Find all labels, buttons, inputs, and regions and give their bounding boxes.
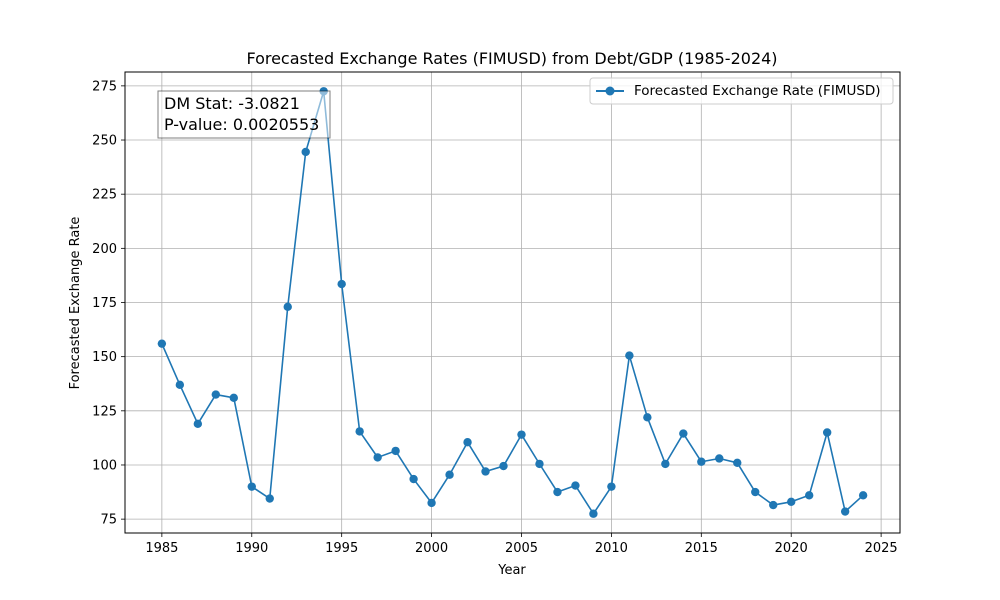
y-tick-label: 175 bbox=[92, 296, 117, 311]
data-point bbox=[715, 454, 724, 463]
data-point bbox=[589, 509, 598, 518]
data-point bbox=[679, 429, 688, 438]
data-point bbox=[499, 461, 508, 471]
data-point bbox=[373, 453, 382, 462]
data-point bbox=[733, 458, 742, 468]
x-tick-label: 1995 bbox=[325, 541, 358, 556]
y-axis-label: Forecasted Exchange Rate bbox=[68, 217, 83, 390]
data-point bbox=[553, 487, 562, 497]
data-point bbox=[337, 279, 346, 289]
x-tick-label: 1990 bbox=[235, 541, 268, 556]
y-tick-label: 75 bbox=[100, 513, 117, 528]
data-point bbox=[571, 481, 580, 490]
data-point bbox=[643, 413, 652, 422]
y-tick-label: 125 bbox=[92, 404, 117, 419]
series-line bbox=[161, 90, 864, 515]
x-tick-label: 2015 bbox=[685, 541, 718, 556]
grid bbox=[125, 72, 900, 533]
data-point bbox=[409, 474, 418, 484]
data-point bbox=[858, 491, 868, 500]
x-axis: 1985 1990 1995 2000 2005 2010 2015 2020 2025 bbox=[145, 533, 898, 556]
dm-stat-text: DM Stat: -3.0821 bbox=[164, 94, 300, 113]
plot-frame bbox=[124, 71, 901, 534]
data-point bbox=[481, 467, 490, 476]
data-point bbox=[445, 470, 454, 479]
data-point bbox=[769, 500, 778, 510]
data-point bbox=[751, 487, 760, 497]
data-point bbox=[283, 302, 292, 312]
data-point bbox=[193, 419, 203, 429]
y-tick-label: 200 bbox=[92, 242, 117, 257]
x-tick-label: 2020 bbox=[775, 541, 808, 556]
data-point bbox=[247, 482, 256, 491]
data-point bbox=[607, 482, 616, 491]
data-point bbox=[535, 459, 544, 469]
data-point bbox=[463, 438, 472, 447]
data-point bbox=[391, 446, 400, 456]
legend-marker-swatch bbox=[605, 86, 615, 96]
data-point bbox=[840, 507, 850, 516]
legend-label: Forecasted Exchange Rate (FIMUSD) bbox=[634, 83, 881, 99]
x-tick-label: 2005 bbox=[505, 541, 538, 556]
p-value-text: P-value: 0.0020553 bbox=[164, 115, 319, 134]
annotation-frame bbox=[157, 90, 331, 139]
data-point bbox=[265, 494, 274, 503]
data-point bbox=[301, 147, 310, 157]
x-axis-label: Year bbox=[497, 563, 526, 578]
y-tick-label: 150 bbox=[92, 350, 117, 365]
chart-title: Forecasted Exchange Rates (FIMUSD) from … bbox=[246, 49, 777, 68]
data-point bbox=[804, 491, 814, 500]
legend-frame bbox=[589, 77, 894, 105]
x-tick-label: 2000 bbox=[415, 541, 448, 556]
data-point bbox=[157, 339, 167, 348]
y-axis: 75 100 125 150 175 200 225 250 275 bbox=[92, 79, 125, 528]
data-point bbox=[229, 393, 238, 403]
y-tick-label: 225 bbox=[92, 188, 117, 203]
x-tick-label: 1985 bbox=[145, 541, 178, 556]
y-tick-label: 100 bbox=[92, 458, 117, 473]
data-point bbox=[822, 428, 832, 437]
data-point bbox=[517, 430, 526, 439]
data-point bbox=[697, 457, 706, 466]
series bbox=[157, 87, 868, 518]
y-tick-label: 275 bbox=[92, 79, 117, 94]
data-point bbox=[661, 459, 670, 469]
legend: Forecasted Exchange Rate (FIMUSD) bbox=[589, 77, 894, 105]
x-tick-label: 2010 bbox=[595, 541, 628, 556]
data-point bbox=[175, 380, 185, 390]
data-point bbox=[355, 427, 364, 436]
data-point bbox=[625, 351, 634, 360]
data-point bbox=[211, 390, 221, 399]
data-point bbox=[427, 498, 436, 508]
y-tick-label: 250 bbox=[92, 134, 117, 149]
stats-annotation: DM Stat: -3.0821 P-value: 0.0020553 bbox=[157, 90, 331, 139]
x-tick-label: 2025 bbox=[865, 541, 898, 556]
data-point bbox=[787, 497, 796, 507]
